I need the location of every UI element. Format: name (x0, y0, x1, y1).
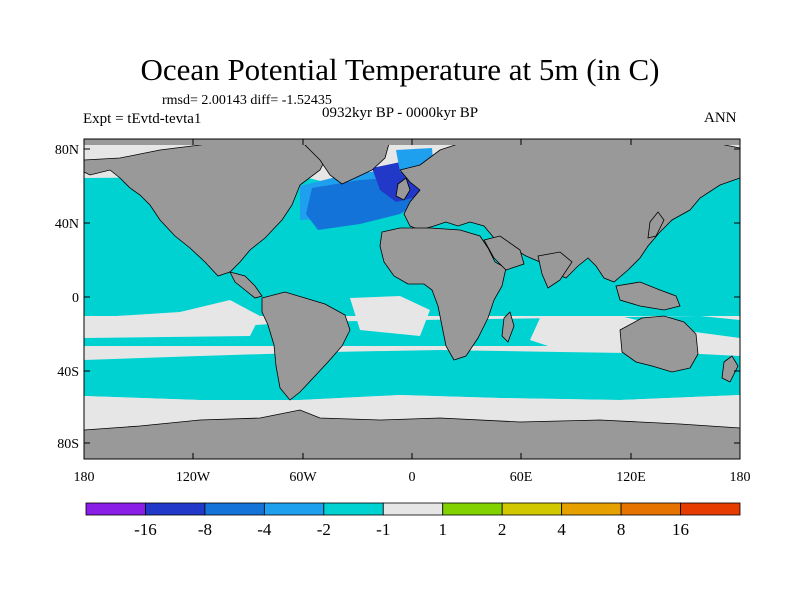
map-field (84, 139, 740, 459)
colorbar-swatch (204, 502, 265, 516)
central-america (229, 271, 263, 299)
colorbar-label: 1 (438, 520, 447, 539)
colorbar-swatch (561, 502, 622, 516)
colorbar-label: -2 (317, 520, 331, 539)
y-tick-label: 80N (55, 143, 79, 158)
india (537, 251, 573, 289)
colorbar-swatch (263, 502, 325, 516)
madagascar (501, 311, 515, 343)
land-masses (84, 139, 740, 459)
x-tick-label: 60E (510, 470, 533, 485)
colorbar (85, 502, 741, 516)
greenland (304, 139, 391, 185)
colorbar-label: 16 (672, 520, 689, 539)
x-tick-label: 120W (176, 470, 211, 485)
y-tick-label: 40N (55, 217, 79, 232)
australia (619, 315, 699, 373)
southern-ocean-gap (84, 395, 740, 412)
arabia (483, 235, 525, 271)
x-tick-label: 60W (289, 470, 317, 485)
colorbar-label: 2 (498, 520, 507, 539)
colorbar-label: 8 (617, 520, 626, 539)
colorbar-label: -1 (376, 520, 390, 539)
colorbar-swatch (501, 502, 563, 516)
south-pacific-gap (84, 300, 260, 338)
plot-title: Ocean Potential Temperature at 5m (in C) (140, 52, 660, 87)
southern-band-2 (84, 350, 740, 400)
colorbar-swatch (620, 502, 681, 516)
colorbar-swatch (323, 502, 384, 516)
experiment-label: Expt = tEvtd-tevta1 (83, 111, 202, 127)
colorbar-label: -16 (134, 520, 157, 539)
season-label: ANN (704, 110, 737, 126)
japan (647, 211, 665, 239)
colorbar-swatch (382, 502, 444, 516)
y-tick-label: 80S (57, 437, 79, 452)
x-tick-label: 0 (409, 470, 416, 485)
british-isles (395, 177, 411, 201)
period-label: 0932kyr BP - 0000kyr BP (322, 105, 479, 121)
new-zealand (721, 355, 739, 383)
colorbar-swatch (145, 502, 206, 516)
south-america (261, 291, 351, 401)
colorbar-swatch (85, 502, 146, 516)
colorbar-label: 4 (557, 520, 566, 539)
south-atlantic-gap (350, 296, 430, 336)
colorbar-label: -8 (198, 520, 212, 539)
axis-ticks (83, 139, 741, 459)
y-tick-label: 40S (57, 365, 79, 380)
maritime-continent (615, 281, 681, 311)
x-tick-label: 180 (730, 470, 751, 485)
x-tick-label: 180 (74, 470, 95, 485)
colorbar-label: -4 (257, 520, 272, 539)
statistics-label: rmsd= 2.00143 diff= -1.52435 (162, 93, 332, 108)
colorbar-labels: -16 -8 -4 -2 -1 1 2 4 8 16 (134, 520, 689, 539)
africa (379, 227, 507, 361)
colorbar-swatch (442, 502, 503, 516)
y-tick-label: 0 (72, 291, 79, 306)
colorbar-swatch (680, 502, 741, 516)
x-tick-label: 120E (616, 470, 646, 485)
antarctica (84, 409, 740, 459)
